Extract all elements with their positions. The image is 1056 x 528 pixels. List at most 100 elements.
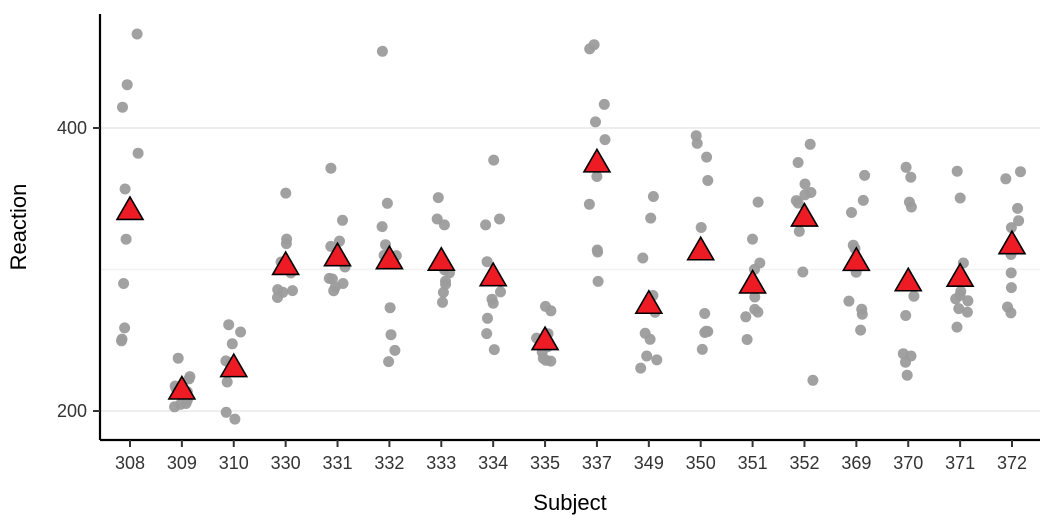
data-point (908, 290, 920, 302)
data-point (953, 303, 965, 315)
data-point (635, 362, 647, 374)
data-point (272, 284, 284, 296)
x-tick-label: 309 (167, 453, 197, 473)
data-point (121, 79, 133, 91)
x-tick-label: 333 (426, 453, 456, 473)
mean-triangle (219, 352, 249, 378)
data-point (495, 286, 506, 298)
x-tick-label: 334 (478, 453, 508, 473)
data-point (328, 285, 340, 297)
data-point (855, 324, 867, 336)
data-point (119, 322, 131, 334)
data-point (116, 333, 128, 345)
data-point (480, 219, 492, 231)
data-point (384, 302, 396, 314)
data-point (951, 165, 963, 177)
data-point (272, 292, 283, 303)
data-point (1000, 173, 1012, 185)
x-tick-label: 369 (841, 453, 871, 473)
data-point (337, 278, 349, 289)
data-point (376, 221, 388, 233)
x-axis-title: Subject (533, 490, 606, 515)
data-point (131, 28, 143, 40)
x-tick-label: 371 (945, 453, 975, 473)
data-point (955, 285, 967, 297)
data-point (172, 352, 184, 364)
data-point (226, 338, 238, 350)
data-point (325, 162, 337, 174)
data-point (545, 305, 557, 317)
mean-triangle (893, 266, 923, 292)
data-point (647, 191, 659, 202)
data-point (799, 178, 811, 190)
data-point (383, 356, 395, 368)
data-point (488, 154, 500, 166)
data-point (954, 192, 966, 204)
points-layer (116, 28, 1026, 425)
mean-triangle (634, 289, 664, 315)
data-point (287, 285, 298, 297)
data-point (804, 138, 816, 150)
data-point (790, 195, 802, 207)
data-point (235, 326, 247, 338)
x-tick-label: 370 (893, 453, 923, 473)
data-point (229, 413, 241, 425)
mean-triangle (167, 374, 197, 400)
mean-triangle (686, 235, 716, 261)
mean-triangle (478, 261, 508, 287)
data-point (644, 333, 656, 345)
data-point (481, 256, 493, 268)
data-point (583, 198, 595, 210)
x-tick-label: 350 (686, 453, 716, 473)
data-point (494, 213, 505, 225)
data-point (280, 187, 292, 199)
mean-triangle (271, 250, 301, 276)
data-point (807, 374, 819, 386)
data-point (900, 310, 912, 321)
mean-triangle (738, 268, 767, 294)
data-point (1005, 267, 1017, 279)
data-point (437, 296, 448, 308)
y-tick-label: 400 (57, 118, 87, 138)
data-point (537, 352, 549, 364)
data-point (1013, 215, 1025, 227)
data-point (793, 225, 805, 237)
mean-triangle (115, 195, 145, 221)
data-point (843, 295, 855, 307)
data-point (590, 116, 601, 128)
data-point (221, 376, 233, 388)
data-point (323, 272, 335, 284)
data-point (901, 369, 913, 381)
data-point (184, 371, 196, 383)
x-tick-label: 332 (374, 453, 404, 473)
data-point (1012, 202, 1024, 214)
data-point (747, 233, 758, 245)
axes-layer: 200 400 308 309 310 330 331 332 333 334 335 337 349 3… (57, 14, 1040, 473)
data-point (905, 171, 917, 183)
y-tick-label: 200 (57, 401, 87, 421)
data-point (598, 98, 610, 110)
y-axis-title: Reaction (6, 184, 31, 271)
data-point (900, 161, 912, 173)
data-point (486, 293, 498, 305)
data-point (903, 196, 915, 208)
data-point (440, 275, 451, 287)
data-point (488, 344, 500, 356)
data-point (645, 212, 657, 224)
mean-triangle (375, 244, 404, 270)
grid-layer (100, 127, 1040, 412)
data-point (701, 151, 713, 163)
data-point (120, 233, 132, 245)
data-point (702, 175, 714, 186)
x-tick-label: 310 (219, 453, 249, 473)
data-point (637, 252, 649, 264)
x-tick-label: 330 (271, 453, 301, 473)
means-layer (115, 147, 1027, 400)
data-point (592, 275, 604, 287)
data-point (699, 327, 711, 338)
mean-triangle (997, 229, 1027, 255)
x-tick-label: 337 (582, 453, 612, 473)
mean-triangle (841, 246, 871, 272)
